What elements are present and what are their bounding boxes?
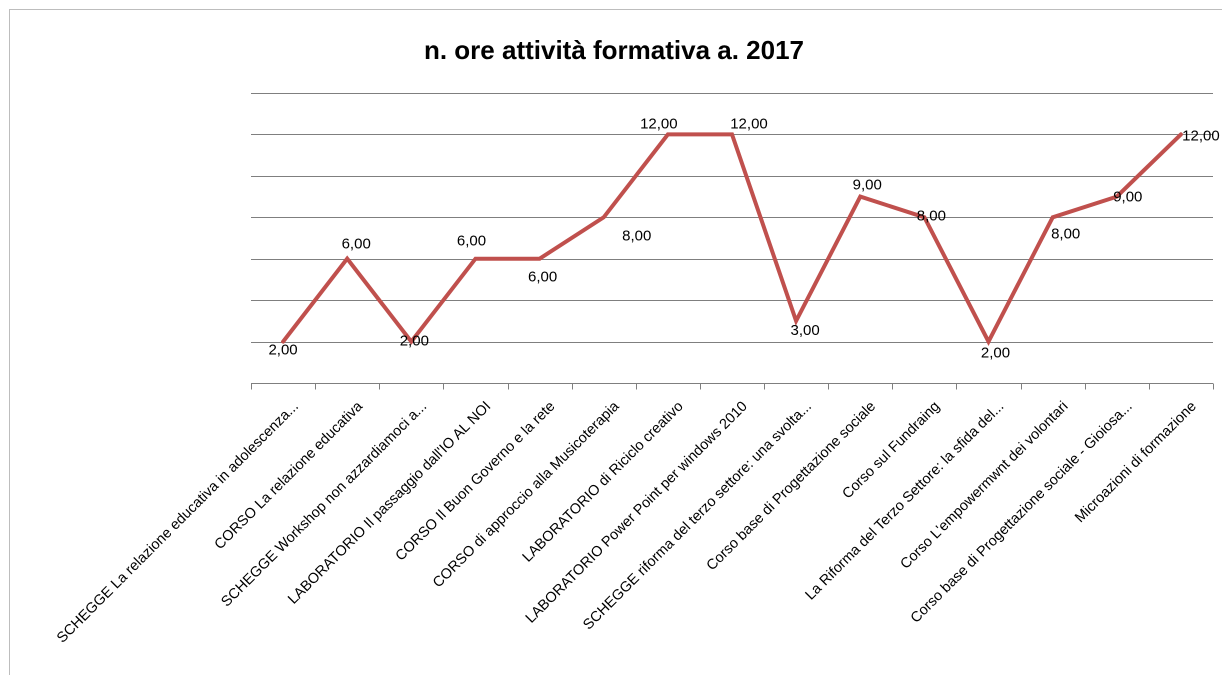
data-label: 2,00 (268, 342, 297, 359)
series (281, 132, 1183, 346)
x-tick-label: Corso base di Progettazione sociale - Gi… (908, 399, 1136, 627)
line-chart: n. ore attività formativa a. 2017 2,00 6,… (54, 35, 1220, 647)
data-label: 2,00 (400, 333, 429, 350)
data-label: 3,00 (791, 322, 820, 339)
data-label: 6,00 (528, 269, 557, 286)
data-label: 9,00 (853, 177, 882, 194)
data-label: 8,00 (622, 227, 651, 244)
x-tick-labels: SCHEGGE La relazione educativa in adoles… (54, 398, 1200, 647)
data-label: 12,00 (730, 115, 768, 132)
data-label: 6,00 (457, 233, 486, 250)
x-tick-label: SCHEGGE riforma del terzo settore: una s… (580, 399, 815, 634)
data-label: 12,00 (1182, 127, 1220, 144)
data-label: 6,00 (342, 236, 371, 253)
chart-title: n. ore attività formativa a. 2017 (424, 35, 804, 65)
x-tick-label: Microazioni di formazione (1072, 399, 1200, 527)
x-tick-label: SCHEGGE La relazione educativa in adoles… (54, 399, 302, 647)
series-line (281, 132, 1183, 346)
x-tick-label: LABORATORIO Power Point per windows 2010 (523, 399, 751, 627)
data-labels: 2,00 6,00 2,00 6,00 6,00 8,00 12,00 12,00 3,00 9,… (268, 115, 1219, 361)
data-label: 12,00 (640, 115, 678, 132)
data-label: 8,00 (1051, 225, 1080, 242)
data-label: 9,00 (1113, 189, 1142, 206)
x-axis (251, 383, 1214, 390)
data-label: 8,00 (917, 207, 946, 224)
chart-area: n. ore attività formativa a. 2017 2,00 6,… (9, 9, 1222, 675)
data-label: 2,00 (981, 345, 1010, 362)
